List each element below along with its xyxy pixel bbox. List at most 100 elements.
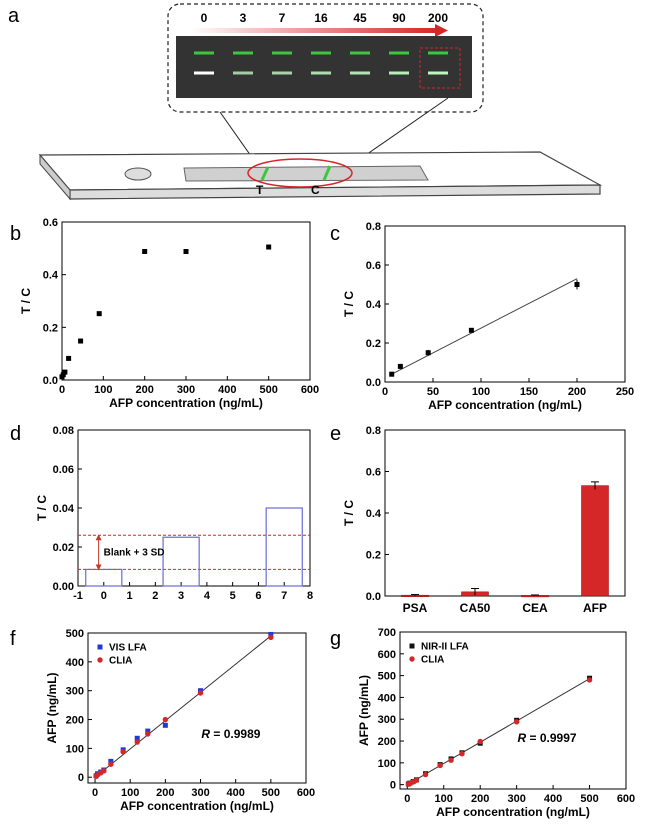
strip-label-c: C: [311, 183, 320, 197]
y-tick-label-c-0: 0.0: [366, 377, 381, 389]
y-tick-label-f-3: 300: [66, 686, 84, 698]
data-point-g-1-3: [413, 777, 420, 783]
legend-entry-f-1: CLIA: [109, 656, 132, 667]
strip-highlight-ring: [247, 158, 353, 188]
x-tick-label-c-0: 0: [382, 386, 388, 398]
concentration-gradient-arrow: [190, 28, 435, 33]
x-axis-label-b: AFP concentration (ng/mL): [109, 396, 263, 410]
data-point-f-1-5: [120, 749, 126, 755]
correlation-annotation-g: R = 0.9997: [518, 731, 577, 745]
x-tick-label-d-9: 8: [307, 590, 313, 602]
y-tick-label-c-1: 0.2: [366, 338, 381, 350]
data-point-b-8: [266, 244, 272, 250]
concentration-label-5: 90: [392, 11, 406, 25]
x-tick-label-b-5: 500: [259, 384, 277, 396]
strip-label-t: T: [256, 183, 264, 197]
data-point-b-5: [96, 311, 102, 317]
y-tick-label-c-3: 0.6: [366, 260, 381, 272]
data-point-c-0: [389, 371, 395, 377]
data-point-c-3: [468, 327, 474, 333]
data-point-f-0-10: [268, 631, 274, 637]
x-tick-label-f-1: 100: [121, 787, 139, 799]
plot-frame-f: [87, 632, 307, 784]
y-tick-label-c-4: 0.8: [366, 221, 381, 233]
x-tick-label-c-3: 150: [520, 386, 538, 398]
data-point-c-4: [574, 282, 580, 287]
legend-marker-g-0: [409, 643, 415, 649]
data-point-b-6: [142, 248, 148, 254]
x-tick-label-d-1: 0: [101, 590, 107, 602]
y-axis-label-d: T / C: [35, 495, 49, 521]
data-point-f-0-7: [145, 728, 151, 734]
x-tick-label-b-2: 200: [135, 384, 153, 396]
bar-d-2: [265, 507, 303, 587]
concentration-label-1: 3: [240, 11, 247, 25]
data-point-c-2: [425, 350, 431, 356]
panel-label-e: e: [330, 423, 341, 445]
y-tick-label-f-1: 100: [66, 743, 84, 755]
y-tick-label-g-5: 500: [378, 671, 396, 683]
x-tick-label-g-5: 500: [580, 793, 598, 805]
y-axis-label-b: T / C: [19, 288, 33, 314]
category-label-e-3: AFP: [583, 601, 607, 615]
legend-entry-g-1: CLIA: [421, 655, 444, 666]
y-axis-label-f: AFP (ng/mL): [45, 672, 59, 743]
annotation-d: Blank + 3 SD: [104, 547, 165, 558]
data-point-f-1-3: [101, 768, 107, 774]
data-point-g-1-7: [459, 750, 465, 757]
annotation-r-value-g: = 0.9997: [526, 731, 577, 745]
x-tick-label-c-4: 200: [568, 386, 586, 398]
x-tick-label-b-6: 600: [301, 384, 319, 396]
panel-label-a: a: [8, 5, 20, 27]
x-tick-label-c-2: 100: [472, 386, 490, 398]
x-tick-label-g-3: 300: [507, 793, 525, 805]
data-point-b-7: [183, 248, 189, 254]
bar-e-3: [581, 485, 609, 597]
chart-e: e 0.0 0.2 0.4 0.6 0.8 T / C PSA CA50 CEA AFP: [330, 423, 626, 615]
y-tick-label-f-4: 400: [66, 657, 84, 669]
data-point-f-0-6: [134, 735, 140, 741]
y-tick-label-g-7: 700: [378, 627, 396, 639]
data-point-f-1-6: [134, 739, 140, 745]
y-tick-label-f-0: 0: [78, 772, 84, 784]
annotation-r-symbol-f: R: [201, 727, 210, 741]
data-point-b-4: [78, 338, 84, 344]
category-label-e-0: PSA: [403, 601, 428, 615]
x-tick-label-d-8: 7: [281, 590, 287, 602]
panel-label-c: c: [330, 223, 340, 245]
y-tick-label-e-3: 0.6: [366, 467, 381, 479]
legend-marker-f-0: [97, 644, 103, 650]
chart-b: b 0.0 0.2 0.4 0.6 0 100 200 300 400 500 600 AFP conc…: [10, 217, 319, 410]
annotation-r-value-f: = 0.9989: [210, 727, 261, 741]
y-tick-label-f-2: 200: [66, 715, 84, 727]
panel-label-d: d: [10, 423, 21, 445]
panel-label-b: b: [10, 223, 21, 245]
panel-label-f: f: [10, 628, 16, 650]
legend-marker-f-1: [97, 657, 103, 663]
y-tick-label-b-1: 0.2: [43, 322, 58, 334]
panel-a: a 0 3 7 16 45 90 200 T C: [8, 3, 603, 201]
y-axis-label-c: T / C: [342, 291, 356, 317]
y-tick-label-d-3: 0.06: [53, 464, 74, 476]
x-tick-label-d-7: 6: [255, 590, 261, 602]
test-line: [260, 166, 270, 181]
y-tick-label-e-2: 0.4: [366, 508, 382, 520]
y-tick-label-d-0: 0.00: [53, 581, 74, 593]
x-tick-label-g-0: 0: [404, 793, 410, 805]
plot-frame-b: [61, 221, 311, 381]
strip-window: [183, 165, 429, 182]
data-point-f-0-4: [108, 758, 114, 764]
x-tick-label-d-6: 5: [230, 590, 236, 602]
data-point-g-1-5: [437, 762, 443, 769]
x-tick-label-c-5: 250: [616, 386, 634, 398]
x-axis-label-c: AFP concentration (ng/mL): [428, 398, 582, 412]
legend-entry-f-0: VIS LFA: [109, 643, 147, 654]
concentration-label-4: 45: [353, 11, 367, 25]
data-point-f-1-10: [268, 634, 274, 641]
y-tick-label-e-0: 0.0: [366, 591, 381, 603]
data-point-g-1-6: [448, 757, 454, 763]
highlight-box: [419, 47, 461, 89]
zoom-frame: [167, 3, 484, 113]
x-tick-label-g-4: 400: [544, 793, 562, 805]
